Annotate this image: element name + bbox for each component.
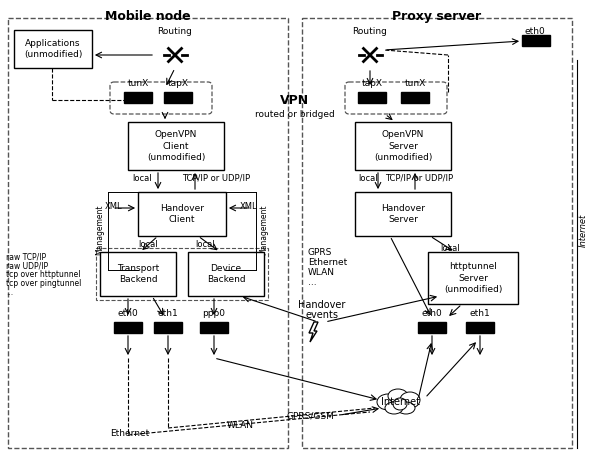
Text: Mobile node: Mobile node [105,10,191,23]
Text: tcp over pingtunnel: tcp over pingtunnel [6,279,81,288]
Bar [418,322,446,333]
Ellipse shape [397,402,415,414]
Text: Routing: Routing [158,27,192,36]
Text: eth0: eth0 [525,27,545,36]
Bar [355,192,451,236]
Text: local: local [138,240,158,249]
Text: local: local [132,173,152,182]
Text: eth1: eth1 [470,309,490,318]
Bar [302,18,572,448]
Text: eth0: eth0 [117,309,139,318]
Bar [124,92,152,103]
Text: eth1: eth1 [158,309,178,318]
Text: Applications
(unmodified): Applications (unmodified) [24,39,82,59]
Ellipse shape [385,402,403,414]
Text: raw TCP/IP: raw TCP/IP [6,252,46,261]
Text: GPRS: GPRS [308,248,332,257]
Text: tapX: tapX [168,79,188,88]
Text: OpenVPN
Client
(unmodified): OpenVPN Client (unmodified) [147,130,205,162]
Text: WLAN: WLAN [308,268,335,277]
Text: tunX: tunX [404,79,425,88]
Text: local: local [440,244,460,252]
Bar [100,252,176,296]
Ellipse shape [400,392,420,408]
Bar [200,322,228,333]
Text: local: local [195,240,215,249]
Text: Internet: Internet [579,213,588,246]
Text: Transport
Backend: Transport Backend [117,264,159,284]
Text: Management: Management [96,205,104,255]
Text: local: local [358,173,378,182]
Text: events: events [306,310,339,320]
Text: tcp over httptunnel: tcp over httptunnel [6,270,80,279]
Text: raw UDP/IP: raw UDP/IP [6,261,48,270]
Text: WLAN: WLAN [227,421,254,430]
Text: XML: XML [240,201,258,211]
Text: tapX: tapX [362,79,382,88]
Bar [358,92,386,103]
Text: Handover: Handover [299,300,346,310]
Bar [522,35,550,46]
Text: TCP/IP or UDP/IP: TCP/IP or UDP/IP [182,173,250,182]
Bar [401,92,429,103]
Bar [114,322,142,333]
Bar [188,252,264,296]
Ellipse shape [377,394,399,410]
Bar [128,122,224,170]
Bar [466,322,494,333]
Text: OpenVPN
Server
(unmodified): OpenVPN Server (unmodified) [374,130,432,162]
Text: httptunnel
Server
(unmodified): httptunnel Server (unmodified) [444,262,502,293]
Text: Device
Backend: Device Backend [206,264,245,284]
Text: ...: ... [6,288,13,297]
Bar [164,92,192,103]
Text: eth0: eth0 [422,309,442,318]
Bar [355,122,451,170]
Ellipse shape [388,389,408,403]
Bar [96,248,268,300]
Bar [138,192,226,236]
Text: Ethernet: Ethernet [110,429,150,438]
Text: Ethernet: Ethernet [308,258,348,267]
Bar [154,322,182,333]
Bar [428,252,518,304]
Text: Internet: Internet [381,397,419,407]
Text: XML: XML [104,201,122,211]
Text: Routing: Routing [353,27,388,36]
Text: Handover
Server: Handover Server [381,204,425,224]
Text: Proxy server: Proxy server [392,10,481,23]
Text: GPRS/GSM: GPRS/GSM [286,411,334,420]
Text: Management: Management [260,205,268,255]
Bar [14,30,92,68]
Text: TCP/IP or UDP/IP: TCP/IP or UDP/IP [385,173,453,182]
Bar [8,18,288,448]
Ellipse shape [393,398,407,410]
Text: Handover
Client: Handover Client [160,204,204,224]
Text: ppp0: ppp0 [202,309,225,318]
Text: VPN: VPN [280,93,310,106]
Text: tunX: tunX [127,79,149,88]
Text: ...: ... [308,278,317,287]
Text: routed or bridged: routed or bridged [255,109,335,119]
